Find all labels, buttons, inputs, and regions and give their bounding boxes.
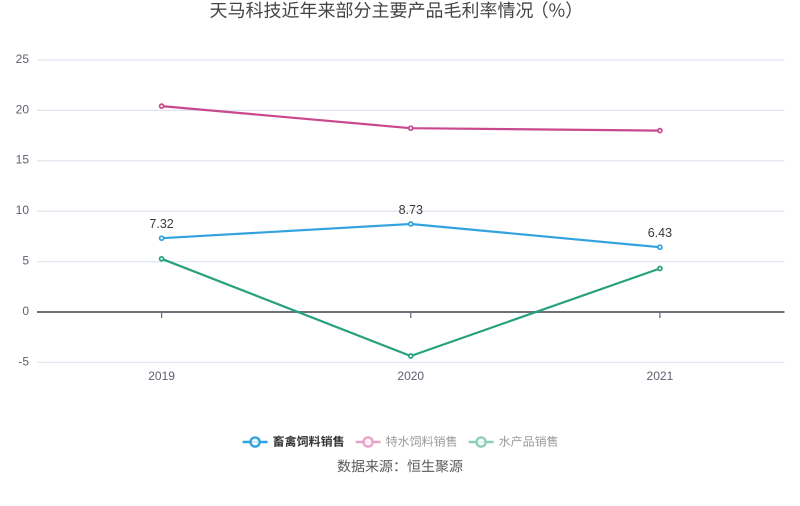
svg-text:8.73: 8.73: [399, 203, 423, 217]
svg-text:2021: 2021: [647, 369, 674, 383]
svg-text:-5: -5: [18, 354, 29, 368]
svg-text:15: 15: [16, 153, 30, 167]
svg-text:0: 0: [22, 304, 29, 318]
svg-text:2020: 2020: [397, 369, 424, 383]
svg-text:6.43: 6.43: [648, 226, 672, 240]
svg-text:25: 25: [16, 52, 30, 66]
svg-text:2019: 2019: [148, 369, 175, 383]
svg-text:7.32: 7.32: [149, 217, 173, 231]
svg-text:20: 20: [16, 102, 30, 116]
svg-text:10: 10: [16, 203, 30, 217]
svg-text:5: 5: [22, 254, 29, 268]
